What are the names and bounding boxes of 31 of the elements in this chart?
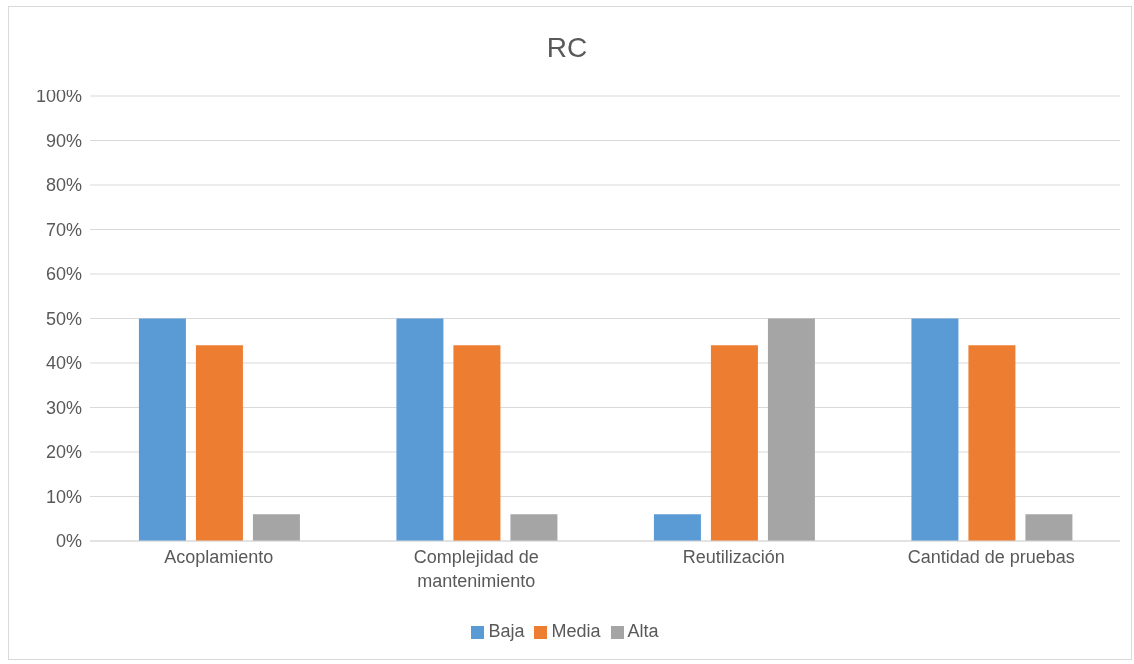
bar — [710, 345, 758, 541]
y-tick-label: 100% — [35, 86, 82, 107]
y-tick-label: 0% — [55, 531, 82, 552]
y-tick-label: 70% — [45, 219, 82, 240]
x-tick-label: Complejidad de mantenimiento — [413, 547, 539, 591]
chart-title: RC — [545, 32, 589, 64]
bar — [510, 514, 558, 541]
y-tick-label: 60% — [45, 264, 82, 285]
y-tick-label: 30% — [45, 397, 82, 418]
y-tick-label: 50% — [45, 308, 82, 329]
x-tick-label: Reutilización — [682, 547, 785, 567]
bar — [396, 318, 444, 541]
x-tick-label: Cantidad de pruebas — [907, 547, 1075, 567]
bar — [1025, 514, 1073, 541]
y-tick-label: 40% — [45, 353, 82, 374]
x-tick-label: Acoplamiento — [164, 547, 274, 567]
bar — [653, 514, 701, 541]
bar — [138, 318, 186, 541]
legend-label: Media — [551, 621, 601, 641]
bar — [195, 345, 243, 541]
y-tick-label: 90% — [45, 130, 82, 151]
legend-label: Baja — [488, 621, 525, 641]
bar — [252, 514, 300, 541]
bar — [911, 318, 959, 541]
y-tick-label: 20% — [45, 442, 82, 463]
bar — [453, 345, 501, 541]
bar — [968, 345, 1016, 541]
y-tick-label: 80% — [45, 175, 82, 196]
bar — [767, 318, 815, 541]
legend-label: Alta — [627, 621, 659, 641]
y-tick-label: 10% — [45, 486, 82, 507]
